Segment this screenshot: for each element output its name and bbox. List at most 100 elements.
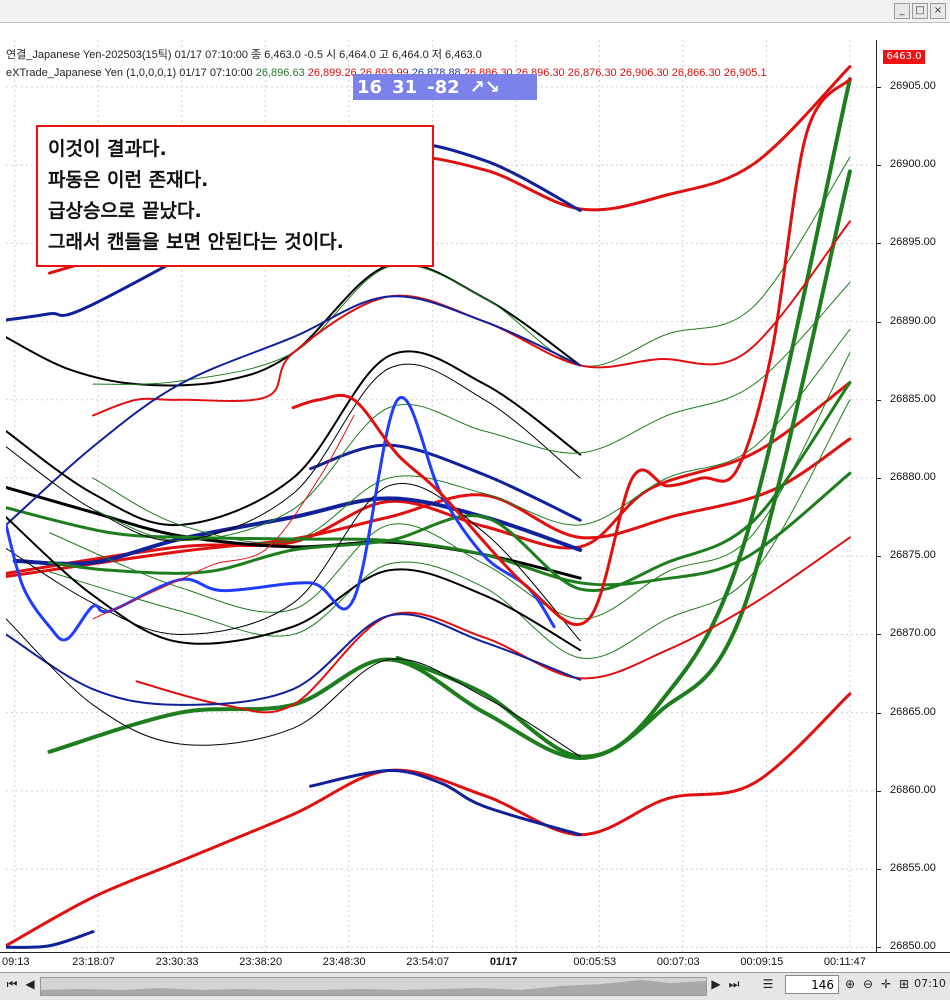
- series-line-25: [6, 516, 582, 652]
- fit-icon[interactable]: ⊞: [898, 977, 910, 991]
- y-tick-mark: [876, 165, 881, 167]
- y-tick-mark: [876, 243, 881, 245]
- y-tick-mark: [876, 86, 881, 88]
- series-line-3: [309, 443, 582, 522]
- series-line-29: [6, 395, 556, 642]
- series-line-0: [6, 437, 852, 579]
- badge-value-2: 31: [392, 76, 418, 98]
- indicator-value: 26,899.26: [304, 67, 357, 79]
- current-time-label: 07:10: [914, 977, 946, 990]
- current-price-tag: 6463.0: [883, 50, 925, 64]
- x-tick-label: 23:48:30: [322, 956, 366, 968]
- indicator-value: 26,896.63: [255, 67, 305, 79]
- series-line-26: [135, 536, 851, 714]
- y-tick-mark: [876, 556, 881, 558]
- y-tick-mark: [876, 478, 881, 479]
- y-tick-label: 26880.00: [890, 471, 936, 483]
- x-tick-label: 00:09:15: [740, 956, 784, 968]
- series-line-20: [92, 281, 851, 542]
- symbol-info-line: 연결_Japanese Yen-202503(15틱) 01/17 07:10:…: [6, 49, 482, 61]
- series-line-15: [92, 156, 851, 385]
- y-tick-label: 26870.00: [890, 627, 936, 640]
- y-tick-mark: [876, 634, 881, 636]
- zoom-out-icon[interactable]: ⊖: [862, 977, 874, 991]
- indicator-value: 26,905.1: [720, 67, 767, 79]
- zoom-in-icon[interactable]: ⊕: [844, 977, 856, 991]
- y-tick-label: 26860.00: [890, 783, 936, 796]
- y-tick-label: 26900.00: [890, 158, 936, 171]
- signal-badge: 16 31 -82 ↗↘: [353, 74, 537, 100]
- series-line-8: [395, 77, 852, 759]
- x-tick-label: 01/17: [489, 956, 518, 968]
- annotation-line-1: 이것이 결과다.: [48, 138, 167, 160]
- series-line-9: [6, 692, 852, 948]
- window-titlebar: _ □ ×: [0, 0, 950, 23]
- scroll-left-icon[interactable]: ⏮: [6, 977, 18, 991]
- x-tick-label: 23:18:07: [72, 956, 116, 968]
- y-tick-label: 26890.00: [890, 314, 936, 327]
- y-tick-mark: [876, 399, 881, 401]
- series-line-30: [291, 77, 852, 627]
- time-axis[interactable]: [0, 952, 950, 973]
- x-tick-label: 00:07:03: [656, 956, 700, 968]
- y-tick-label: 26855.00: [890, 862, 936, 875]
- indicator-value: 26,906.30: [616, 67, 669, 79]
- badge-value-1: 16: [357, 76, 383, 98]
- y-tick-mark: [876, 790, 881, 792]
- scroll-end-icon[interactable]: ⏭: [728, 977, 740, 991]
- zoom-bars-icon[interactable]: ☰: [762, 977, 774, 991]
- series-line-6: [48, 381, 852, 592]
- x-tick-label: 23:54:07: [406, 956, 450, 968]
- x-tick-label: 23:30:33: [155, 956, 199, 968]
- series-line-23: [49, 399, 851, 659]
- indicator-value: 26,866.30: [668, 67, 721, 79]
- y-tick-label: 26865.00: [890, 705, 936, 718]
- maximize-button[interactable]: □: [912, 3, 928, 19]
- x-tick-label: 00:11:47: [823, 956, 866, 968]
- y-tick-label: 26905.00: [890, 79, 936, 92]
- close-button[interactable]: ×: [930, 3, 946, 19]
- bar-count-input[interactable]: 146: [785, 975, 839, 994]
- price-axis[interactable]: [876, 40, 950, 952]
- y-tick-mark: [876, 712, 881, 714]
- y-tick-mark: [876, 321, 881, 323]
- x-tick-label: 00:05:53: [573, 956, 617, 968]
- chart-svg: [6, 40, 876, 952]
- window-buttons: _ □ ×: [894, 3, 946, 19]
- x-tick-label: 23:38:20: [239, 956, 283, 968]
- badge-value-3: -82: [427, 76, 460, 98]
- crosshair-icon[interactable]: ✛: [880, 977, 892, 991]
- series-line-17: [6, 295, 582, 526]
- y-tick-label: 26885.00: [890, 392, 936, 405]
- scroll-back-icon[interactable]: ◀: [25, 977, 35, 991]
- indicator-value: 26,876.30: [564, 67, 617, 79]
- badge-arrows-icon: ↗↘: [469, 76, 500, 98]
- series-line-5: [6, 471, 852, 587]
- series-line-22: [49, 352, 851, 620]
- indicator-prefix: eXTrade_Japanese Yen (1,0,0,0,1) 01/17 0…: [6, 67, 253, 79]
- series-line-1: [6, 381, 852, 575]
- series-line-7: [47, 169, 852, 761]
- y-tick-mark: [876, 947, 881, 949]
- annotation-line-3: 급상승으로 끝났다.: [48, 200, 202, 222]
- minimize-button[interactable]: _: [894, 3, 910, 19]
- series-line-21: [92, 328, 851, 544]
- series-line-24: [6, 483, 581, 642]
- scroll-forward-icon[interactable]: ▶: [711, 977, 721, 991]
- time-scrollbar[interactable]: [40, 977, 707, 996]
- y-tick-label: 26895.00: [890, 236, 936, 249]
- y-tick-label: 26875.00: [890, 549, 936, 562]
- annotation-line-4: 그래서 캔들을 보면 안된다는 것이다.: [48, 231, 344, 253]
- series-line-18: [6, 350, 582, 527]
- series-line-31: [92, 414, 355, 620]
- y-tick-label: 26850.00: [890, 940, 936, 953]
- series-line-27: [6, 613, 582, 706]
- annotation-line-2: 파동은 이런 존재다.: [48, 169, 209, 191]
- series-line-28: [6, 618, 581, 757]
- chart-plot-area[interactable]: [6, 40, 876, 952]
- y-tick-mark: [876, 869, 881, 871]
- annotation-box: 이것이 결과다. 파동은 이런 존재다. 급상승으로 끝났다. 그래서 캔들을 …: [36, 125, 434, 267]
- series-line-10: [309, 769, 582, 837]
- series-line-11: [6, 930, 95, 949]
- scrollbar-volume-preview: [41, 980, 706, 995]
